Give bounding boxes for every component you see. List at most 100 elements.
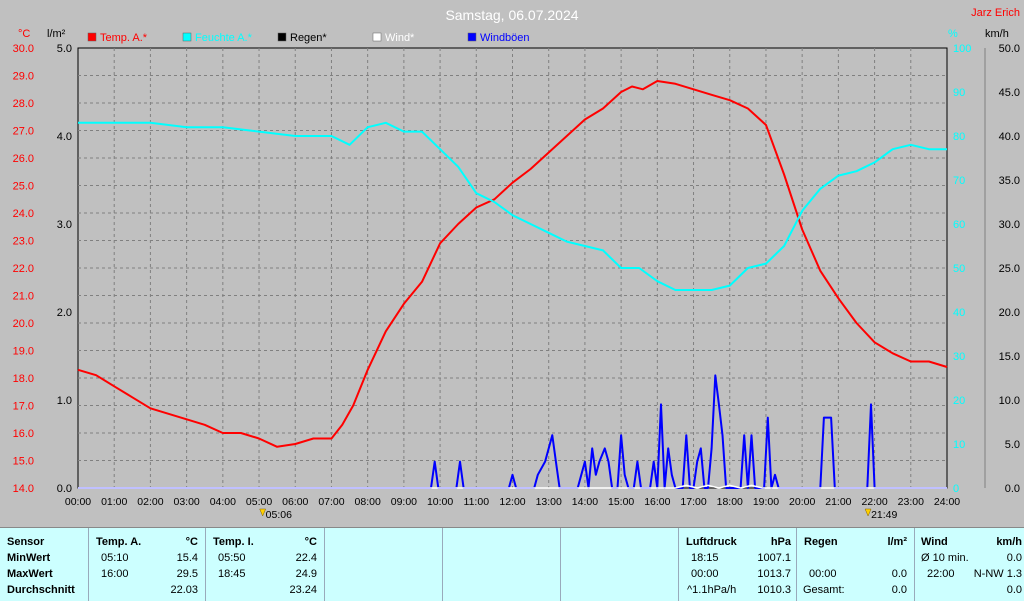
rain-tick-label: 5.0 — [57, 43, 72, 55]
time-tick-label: 11:00 — [464, 496, 490, 508]
wind-tick-label: 0.0 — [1005, 483, 1020, 495]
temp-i-avg-value: 23.24 — [289, 584, 317, 596]
humidity-tick-label: 10 — [953, 439, 965, 451]
time-tick-label: 13:00 — [536, 496, 562, 508]
wind-column: Wind km/h Ø 10 min. 0.0 22:00 N-NW 1.3 0… — [914, 528, 1024, 601]
legend-label: Regen* — [290, 32, 327, 44]
wind-tick-label: 50.0 — [999, 43, 1020, 55]
temp-a-avg-value: 22.03 — [170, 584, 198, 596]
pressure-avg-value: 1010.3 — [757, 584, 791, 596]
wind-max-value: N-NW 1.3 — [973, 568, 1022, 580]
humidity-tick-label: 80 — [953, 131, 965, 143]
humidity-tick-label: 40 — [953, 307, 965, 319]
temp-i-column: Temp. I. °C 05:50 22.4 18:45 24.9 23.24 — [205, 528, 324, 601]
sensor-header: Sensor — [7, 536, 45, 548]
time-tick-label: 00:00 — [65, 496, 91, 508]
empty-column — [324, 528, 442, 601]
temp-a-max-value: 29.5 — [176, 568, 198, 580]
pressure-min-time: 18:15 — [691, 552, 719, 564]
legend-swatch — [372, 32, 382, 42]
humidity-tick-label: 70 — [953, 175, 965, 187]
temp-tick-label: 14.0 — [13, 483, 34, 495]
rain-unit: l/m² — [887, 536, 907, 548]
humidity-axis-unit: % — [948, 28, 958, 40]
humidity-tick-label: 30 — [953, 351, 965, 363]
pressure-header: Luftdruck — [686, 536, 737, 548]
wind-tick-label: 35.0 — [999, 175, 1020, 187]
time-tick-label: 05:00 — [246, 496, 272, 508]
time-tick-label: 15:00 — [608, 496, 634, 508]
wind-tick-label: 45.0 — [999, 87, 1020, 99]
time-tick-label: 12:00 — [499, 496, 525, 508]
legend-label: Windböen — [480, 32, 530, 44]
pressure-trend: ^1.1hPa/h — [687, 584, 737, 596]
humidity-tick-label: 90 — [953, 87, 965, 99]
legend-label: Wind* — [385, 32, 415, 44]
empty-column — [560, 528, 678, 601]
time-tick-label: 07:00 — [318, 496, 344, 508]
time-tick-label: 18:00 — [717, 496, 743, 508]
time-tick-label: 09:00 — [391, 496, 417, 508]
temp-i-min-value: 22.4 — [295, 552, 317, 564]
time-tick-label: 24:00 — [934, 496, 960, 508]
temp-tick-label: 20.0 — [13, 318, 34, 330]
row-label-max: MaxWert — [7, 568, 53, 580]
legend-swatch — [182, 32, 192, 42]
rain-tick-label: 1.0 — [57, 395, 72, 407]
rain-max-time: 00:00 — [809, 568, 837, 580]
temp-axis-unit: °C — [18, 28, 30, 40]
time-tick-label: 06:00 — [282, 496, 308, 508]
temp-a-header: Temp. A. — [96, 536, 142, 548]
pressure-unit: hPa — [770, 536, 791, 548]
chart-title: Samstag, 06.07.2024 — [445, 7, 578, 23]
time-tick-label: 04:00 — [210, 496, 236, 508]
temp-i-unit: °C — [304, 536, 317, 548]
temp-tick-label: 26.0 — [13, 153, 34, 165]
time-tick-label: 08:00 — [355, 496, 381, 508]
rain-tick-label: 4.0 — [57, 131, 72, 143]
time-tick-label: 16:00 — [644, 496, 670, 508]
wind-tick-label: 5.0 — [1005, 439, 1020, 451]
pressure-min-value: 1007.1 — [757, 552, 791, 564]
temp-tick-label: 29.0 — [13, 71, 34, 83]
pressure-max-time: 00:00 — [691, 568, 719, 580]
sun-marker-icon — [864, 508, 872, 517]
temp-a-column: Temp. A. °C 05:10 15.4 16:00 29.5 22.03 — [88, 528, 205, 601]
rain-max-value: 0.0 — [891, 568, 907, 580]
temp-a-min-value: 15.4 — [176, 552, 198, 564]
legend-swatch — [277, 32, 287, 42]
rain-axis-unit: l/m² — [47, 28, 66, 40]
series-line — [78, 484, 947, 489]
wind-unit: km/h — [996, 536, 1022, 548]
humidity-tick-label: 20 — [953, 395, 965, 407]
row-label-min: MinWert — [7, 552, 51, 564]
wind-tick-label: 25.0 — [999, 263, 1020, 275]
wind-tick-label: 15.0 — [999, 351, 1020, 363]
empty-column — [442, 528, 560, 601]
time-tick-label: 19:00 — [753, 496, 779, 508]
wind-tick-label: 20.0 — [999, 307, 1020, 319]
temp-i-header: Temp. I. — [213, 536, 254, 548]
sun-marker-label: 05:06 — [266, 509, 292, 521]
temp-tick-label: 15.0 — [13, 456, 34, 468]
station-name: Jarz Erich — [971, 7, 1020, 19]
rain-tick-label: 3.0 — [57, 219, 72, 231]
summary-table: Sensor MinWert MaxWert Durchschnitt Temp… — [0, 527, 1024, 601]
temp-i-max-value: 24.9 — [295, 568, 317, 580]
temp-tick-label: 21.0 — [13, 291, 34, 303]
wind-tick-label: 10.0 — [999, 395, 1020, 407]
wind-axis-unit: km/h — [985, 28, 1009, 40]
rain-total-value: 0.0 — [891, 584, 907, 596]
pressure-max-value: 1013.7 — [757, 568, 791, 580]
temp-tick-label: 16.0 — [13, 428, 34, 440]
time-tick-label: 22:00 — [861, 496, 887, 508]
temp-tick-label: 28.0 — [13, 98, 34, 110]
legend-swatch — [87, 32, 97, 42]
rain-tick-label: 0.0 — [57, 483, 72, 495]
temp-i-min-time: 05:50 — [218, 552, 246, 564]
row-label-avg: Durchschnitt — [7, 584, 75, 596]
rain-column: Regen l/m² 00:00 0.0 Gesamt: 0.0 — [796, 528, 914, 601]
time-tick-label: 02:00 — [137, 496, 163, 508]
rain-header: Regen — [804, 536, 838, 548]
